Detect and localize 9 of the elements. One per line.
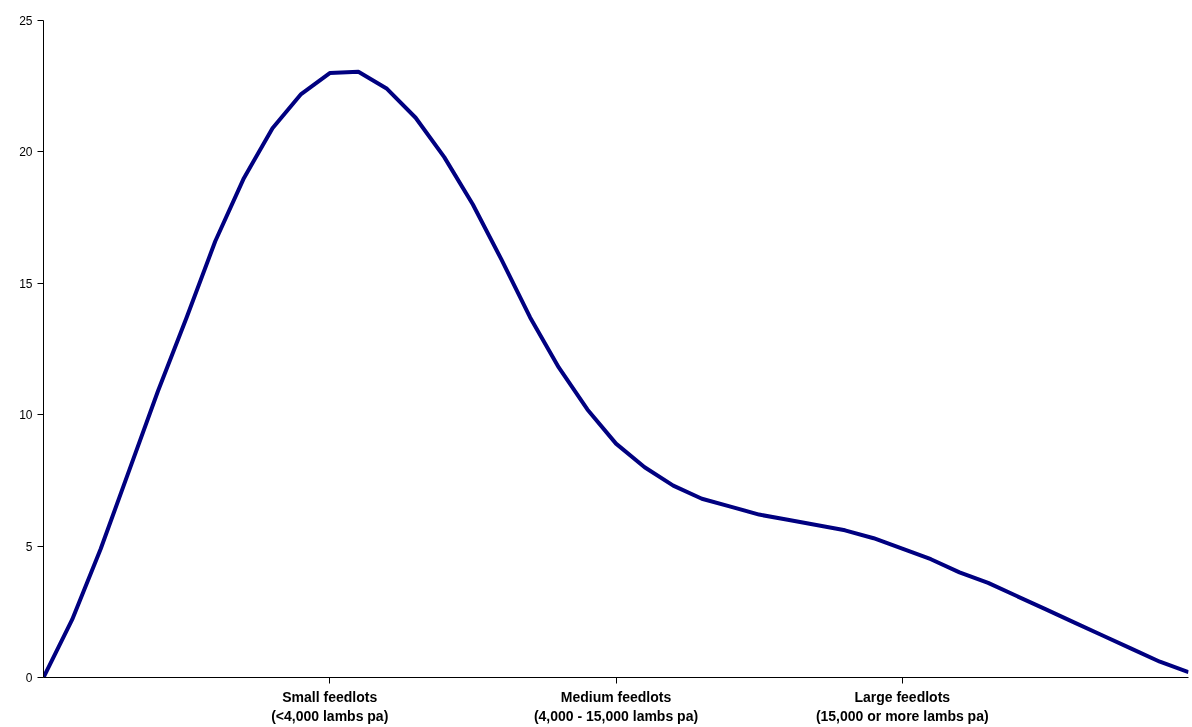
y-tick-label: 5: [25, 539, 33, 554]
y-tick-label: 20: [19, 145, 33, 160]
y-tick-label: 0: [25, 671, 33, 685]
y-tick-label: 10: [19, 408, 33, 423]
y-tick-label: 25: [19, 14, 33, 28]
x-tick-label: Large feedlots (15,000 or more lambs pa): [815, 688, 989, 724]
y-tick-label: 15: [19, 276, 33, 291]
x-tick-label: Medium feedlots (4,000 - 15,000 lambs pa): [533, 688, 699, 724]
x-tick-label: Small feedlots (<4,000 lambs pa): [271, 688, 389, 724]
